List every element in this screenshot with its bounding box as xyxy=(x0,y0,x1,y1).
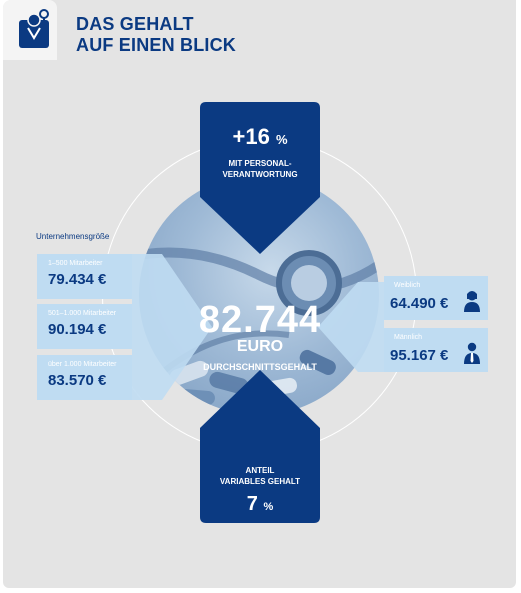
top-arrow-value: +16 % xyxy=(232,124,288,149)
company-size-item-small: 1–500 Mitarbeiter 79.434 € xyxy=(37,254,132,299)
company-size-item-large: über 1.000 Mitarbeiter 83.570 € xyxy=(37,355,132,400)
header-bar xyxy=(3,0,516,60)
page-title: DAS GEHALT AUF EINEN BLICK xyxy=(76,14,236,56)
title-line-1: DAS GEHALT xyxy=(76,14,194,34)
company-size-value: 83.570 € xyxy=(48,372,107,389)
company-size-heading: Unternehmensgröße xyxy=(36,232,110,241)
top-arrow xyxy=(200,102,320,254)
title-line-2: AUF EINEN BLICK xyxy=(76,35,236,55)
right-connector xyxy=(318,282,384,372)
left-connector xyxy=(132,254,212,400)
male-person-icon xyxy=(464,342,480,364)
company-size-value: 90.194 € xyxy=(48,321,107,338)
average-salary-label: DURCHSCHNITTSGEHALT xyxy=(203,362,317,372)
gender-value: 64.490 € xyxy=(390,295,449,312)
bottom-arrow-value: 7 % xyxy=(246,493,274,515)
top-arrow-content: +16 % MIT PERSONAL- VERANTWORTUNG xyxy=(200,102,320,254)
top-arrow-caption: MIT PERSONAL- VERANTWORTUNG xyxy=(222,159,298,179)
bottom-arrow-caption: ANTEIL VARIABLES GEHALT xyxy=(219,466,301,486)
company-size-item-medium: 501–1.000 Mitarbeiter 90.194 € xyxy=(37,304,132,349)
gender-item-female: Weiblich 64.490 € xyxy=(384,276,488,320)
company-size-value: 79.434 € xyxy=(48,271,107,288)
company-size-label: über 1.000 Mitarbeiter xyxy=(48,361,117,368)
gender-value: 95.167 € xyxy=(390,347,449,364)
bottom-arrow-content: ANTEIL VARIABLES GEHALT 7 % xyxy=(200,370,320,523)
average-salary-currency: EURO xyxy=(236,338,284,355)
company-size-label: 501–1.000 Mitarbeiter xyxy=(48,310,117,317)
average-salary-value: 82.744 xyxy=(198,299,322,341)
company-size-label: 1–500 Mitarbeiter xyxy=(48,260,103,267)
header-icon-tab xyxy=(3,0,57,60)
gender-label: Männlich xyxy=(394,334,423,341)
female-person-icon xyxy=(464,291,480,312)
bottom-arrow xyxy=(200,370,320,523)
doctor-icon xyxy=(19,9,49,48)
gender-item-male: Männlich 95.167 € xyxy=(384,328,488,372)
gender-label: Weiblich xyxy=(394,282,421,289)
